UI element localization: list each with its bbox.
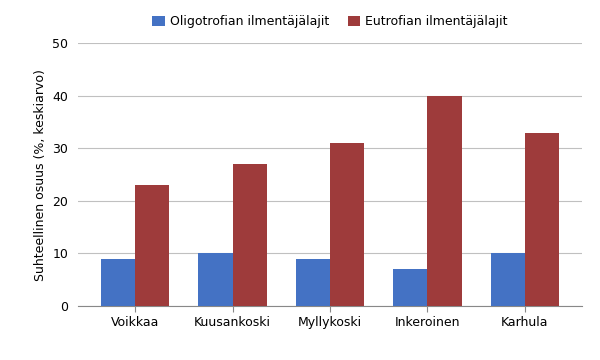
Bar — [101, 259, 135, 306]
Bar — [491, 253, 525, 306]
Bar — [525, 132, 559, 306]
Legend: Oligotrofian ilmentäjälajit, Eutrofian ilmentäjälajit: Oligotrofian ilmentäjälajit, Eutrofian i… — [147, 10, 513, 33]
Bar — [330, 143, 364, 306]
Bar — [233, 164, 266, 306]
Y-axis label: Suhteellinen osuus (%, keskiarvo): Suhteellinen osuus (%, keskiarvo) — [34, 69, 47, 280]
Bar — [296, 259, 330, 306]
Bar — [427, 96, 461, 306]
Bar — [135, 185, 169, 306]
Bar — [394, 269, 427, 306]
Bar — [199, 253, 233, 306]
